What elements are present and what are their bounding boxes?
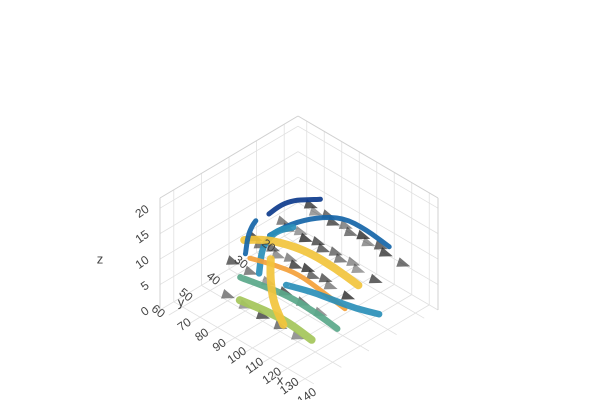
cone-mark (293, 225, 308, 236)
streamtube (282, 281, 383, 318)
box-edge (159, 115, 299, 199)
z-tick-label: 10 (133, 252, 152, 271)
cone-mark (306, 269, 321, 280)
cone-mark (396, 257, 411, 267)
x-axis-title: x (277, 372, 284, 387)
cone-mark (298, 232, 313, 243)
wall-gridline-z (297, 227, 439, 311)
floor-gridline-y (173, 301, 315, 385)
streamtube (237, 274, 341, 332)
streamtube (242, 218, 259, 257)
cone-mark (276, 215, 291, 225)
wall-gridline-z2 (159, 125, 299, 209)
cone-mark (316, 243, 331, 253)
y-axis-title: y (178, 294, 185, 309)
box-edge (297, 115, 439, 199)
z-tick-label: 15 (133, 227, 152, 246)
cone-mark (301, 262, 316, 273)
cone-mark (373, 240, 388, 250)
wall-gridline-z (297, 125, 439, 209)
cone-mark (308, 206, 323, 216)
cone-mark (346, 256, 361, 266)
cone-mark (378, 247, 393, 257)
x-tick-label: 80 (192, 325, 211, 344)
cone-mark (368, 273, 383, 284)
streamtube-layer (235, 196, 392, 344)
cone-mark (356, 229, 371, 240)
streamtube (266, 255, 288, 329)
cone-mark (328, 246, 343, 256)
cone-mark (343, 226, 358, 237)
grid-layer (159, 115, 439, 388)
cone-mark (318, 272, 333, 283)
cone-mark (288, 259, 303, 269)
cone-mark (333, 253, 348, 263)
wall-gridline-z (297, 176, 439, 260)
wall-gridline-z (297, 151, 439, 234)
z-tick-label: 5 (138, 278, 152, 293)
z-axis-title: z (97, 251, 104, 266)
floor-gridline-y (201, 285, 342, 368)
cone-mark (338, 219, 353, 229)
cone-mark (351, 263, 366, 273)
z-tick-label: 20 (133, 202, 152, 221)
cone-mark (311, 236, 326, 246)
wall-gridline-z2 (159, 176, 299, 260)
y-tick-label: 60 (149, 302, 168, 321)
cone-mark (283, 252, 298, 262)
wall-gridline-z2 (159, 202, 299, 285)
wall-gridline-z2 (159, 151, 299, 234)
x-tick-label: 90 (210, 335, 229, 354)
cone-mark (323, 279, 338, 290)
x-tick-label: 70 (175, 315, 194, 334)
cone-mark (271, 249, 286, 259)
cone-mark (221, 289, 235, 299)
y-tick-label: 40 (204, 269, 223, 288)
axis-title-layer: x y z (97, 251, 284, 387)
cone-mark (341, 290, 356, 300)
cone-mark (361, 236, 376, 247)
cone-mark (243, 265, 258, 275)
streamtube (266, 196, 323, 217)
cone-mark (226, 255, 240, 265)
streamtube (240, 235, 363, 290)
